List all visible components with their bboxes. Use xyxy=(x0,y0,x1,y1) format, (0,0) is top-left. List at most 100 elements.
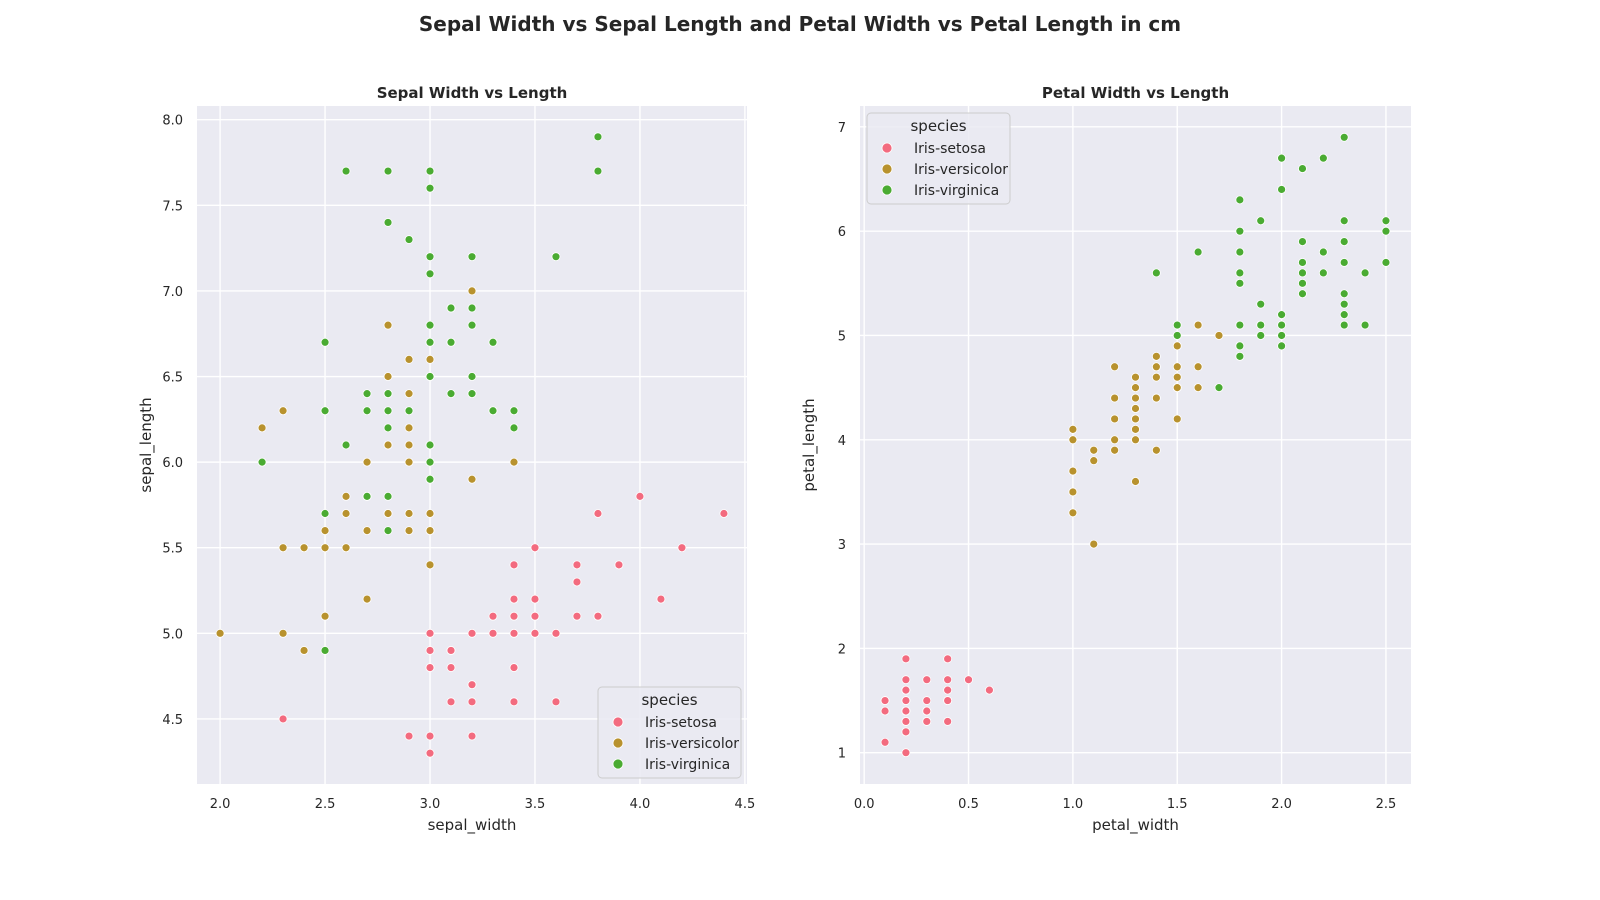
point-versicolor xyxy=(362,457,372,467)
point-virginica xyxy=(425,372,435,381)
x-tick-label: 3.0 xyxy=(420,797,441,812)
point-versicolor xyxy=(278,406,288,416)
point-virginica xyxy=(1235,320,1245,330)
point-setosa xyxy=(425,663,435,672)
point-virginica xyxy=(362,491,372,501)
point-versicolor xyxy=(1172,341,1182,351)
y-tick-label: 1 xyxy=(838,747,846,762)
point-virginica xyxy=(383,218,393,227)
point-setosa xyxy=(572,611,582,621)
legend-title-sepal: species xyxy=(641,691,697,709)
point-versicolor xyxy=(299,646,309,655)
y-axis-label-petal: petal_length xyxy=(800,398,819,491)
point-versicolor xyxy=(425,560,435,570)
point-virginica xyxy=(1235,247,1245,257)
legend-label-sepal-virginica: Iris-virginica xyxy=(645,757,730,773)
point-virginica xyxy=(1235,226,1245,236)
point-virginica xyxy=(257,457,267,467)
point-versicolor xyxy=(1151,445,1161,455)
point-setosa xyxy=(593,611,603,621)
y-tick-label: 5 xyxy=(838,329,846,344)
point-setosa xyxy=(901,654,911,664)
point-virginica xyxy=(1277,320,1286,330)
point-setosa xyxy=(530,628,540,638)
point-virginica xyxy=(1339,310,1349,320)
point-versicolor xyxy=(320,543,330,553)
point-versicolor xyxy=(1068,487,1078,497)
point-virginica xyxy=(467,252,477,262)
point-setosa xyxy=(614,560,624,570)
point-versicolor xyxy=(467,286,477,296)
point-versicolor xyxy=(1151,351,1161,361)
point-virginica xyxy=(1235,195,1245,205)
point-versicolor xyxy=(278,543,288,553)
point-setosa xyxy=(880,696,890,705)
point-versicolor xyxy=(1151,372,1161,382)
point-setosa xyxy=(901,748,911,758)
point-versicolor xyxy=(320,526,330,536)
point-versicolor xyxy=(1131,393,1140,403)
point-versicolor xyxy=(341,509,351,518)
point-virginica xyxy=(1298,164,1307,173)
point-setosa xyxy=(677,543,687,553)
x-tick-label: 4.0 xyxy=(630,797,651,812)
legend-label-sepal-versicolor: Iris-versicolor xyxy=(645,736,739,752)
point-virginica xyxy=(1381,216,1391,226)
point-virginica xyxy=(1172,331,1182,340)
y-tick-label: 6.0 xyxy=(162,456,183,471)
point-versicolor xyxy=(404,526,414,536)
point-setosa xyxy=(943,654,953,664)
scatter-points-petal xyxy=(880,132,1391,758)
point-setosa xyxy=(635,491,645,501)
point-versicolor xyxy=(1131,404,1140,413)
point-setosa xyxy=(593,509,603,518)
point-versicolor xyxy=(1068,508,1078,518)
point-setosa xyxy=(901,675,911,685)
y-tick-label: 3 xyxy=(838,538,846,553)
point-versicolor xyxy=(425,526,435,536)
point-versicolor xyxy=(1089,445,1099,455)
point-setosa xyxy=(880,706,890,716)
panel-title-sepal: Sepal Width vs Length xyxy=(377,84,568,102)
point-versicolor xyxy=(1172,362,1182,372)
point-setosa xyxy=(551,697,561,707)
point-versicolor xyxy=(1172,414,1182,424)
point-setosa xyxy=(719,509,729,518)
point-versicolor xyxy=(1131,424,1140,434)
point-setosa xyxy=(446,663,456,672)
point-versicolor xyxy=(425,354,435,364)
point-virginica xyxy=(1214,383,1224,393)
point-setosa xyxy=(467,628,477,638)
point-virginica xyxy=(1298,237,1307,247)
panel-title-petal: Petal Width vs Length xyxy=(1042,84,1229,102)
point-versicolor xyxy=(278,628,288,638)
point-versicolor xyxy=(404,423,414,433)
point-versicolor xyxy=(1193,320,1203,330)
scatter-points-sepal xyxy=(215,132,729,758)
x-tick-label: 3.5 xyxy=(525,797,546,812)
x-tick-label: 0.0 xyxy=(854,797,875,812)
point-virginica xyxy=(551,252,561,262)
point-versicolor xyxy=(1172,383,1182,393)
x-tick-label: 1.0 xyxy=(1063,797,1084,812)
point-setosa xyxy=(467,680,477,690)
point-virginica xyxy=(1381,226,1391,236)
legend-marker-setosa xyxy=(612,716,624,728)
point-versicolor xyxy=(383,509,393,518)
point-virginica xyxy=(425,440,435,450)
petal-scatter-panel: Petal Width vs Length petal_width petal_… xyxy=(800,84,1411,835)
point-virginica xyxy=(425,474,435,484)
point-versicolor xyxy=(404,354,414,364)
point-virginica xyxy=(1339,237,1349,247)
point-versicolor xyxy=(299,543,309,553)
y-axis-label-sepal: sepal_length xyxy=(137,397,156,492)
point-virginica xyxy=(1381,258,1391,267)
point-versicolor xyxy=(1172,372,1182,382)
point-virginica xyxy=(404,235,414,244)
legend-marker-virginica xyxy=(881,184,893,196)
point-virginica xyxy=(320,406,330,416)
point-setosa xyxy=(278,714,288,724)
point-setosa xyxy=(880,737,890,747)
point-virginica xyxy=(383,389,393,399)
